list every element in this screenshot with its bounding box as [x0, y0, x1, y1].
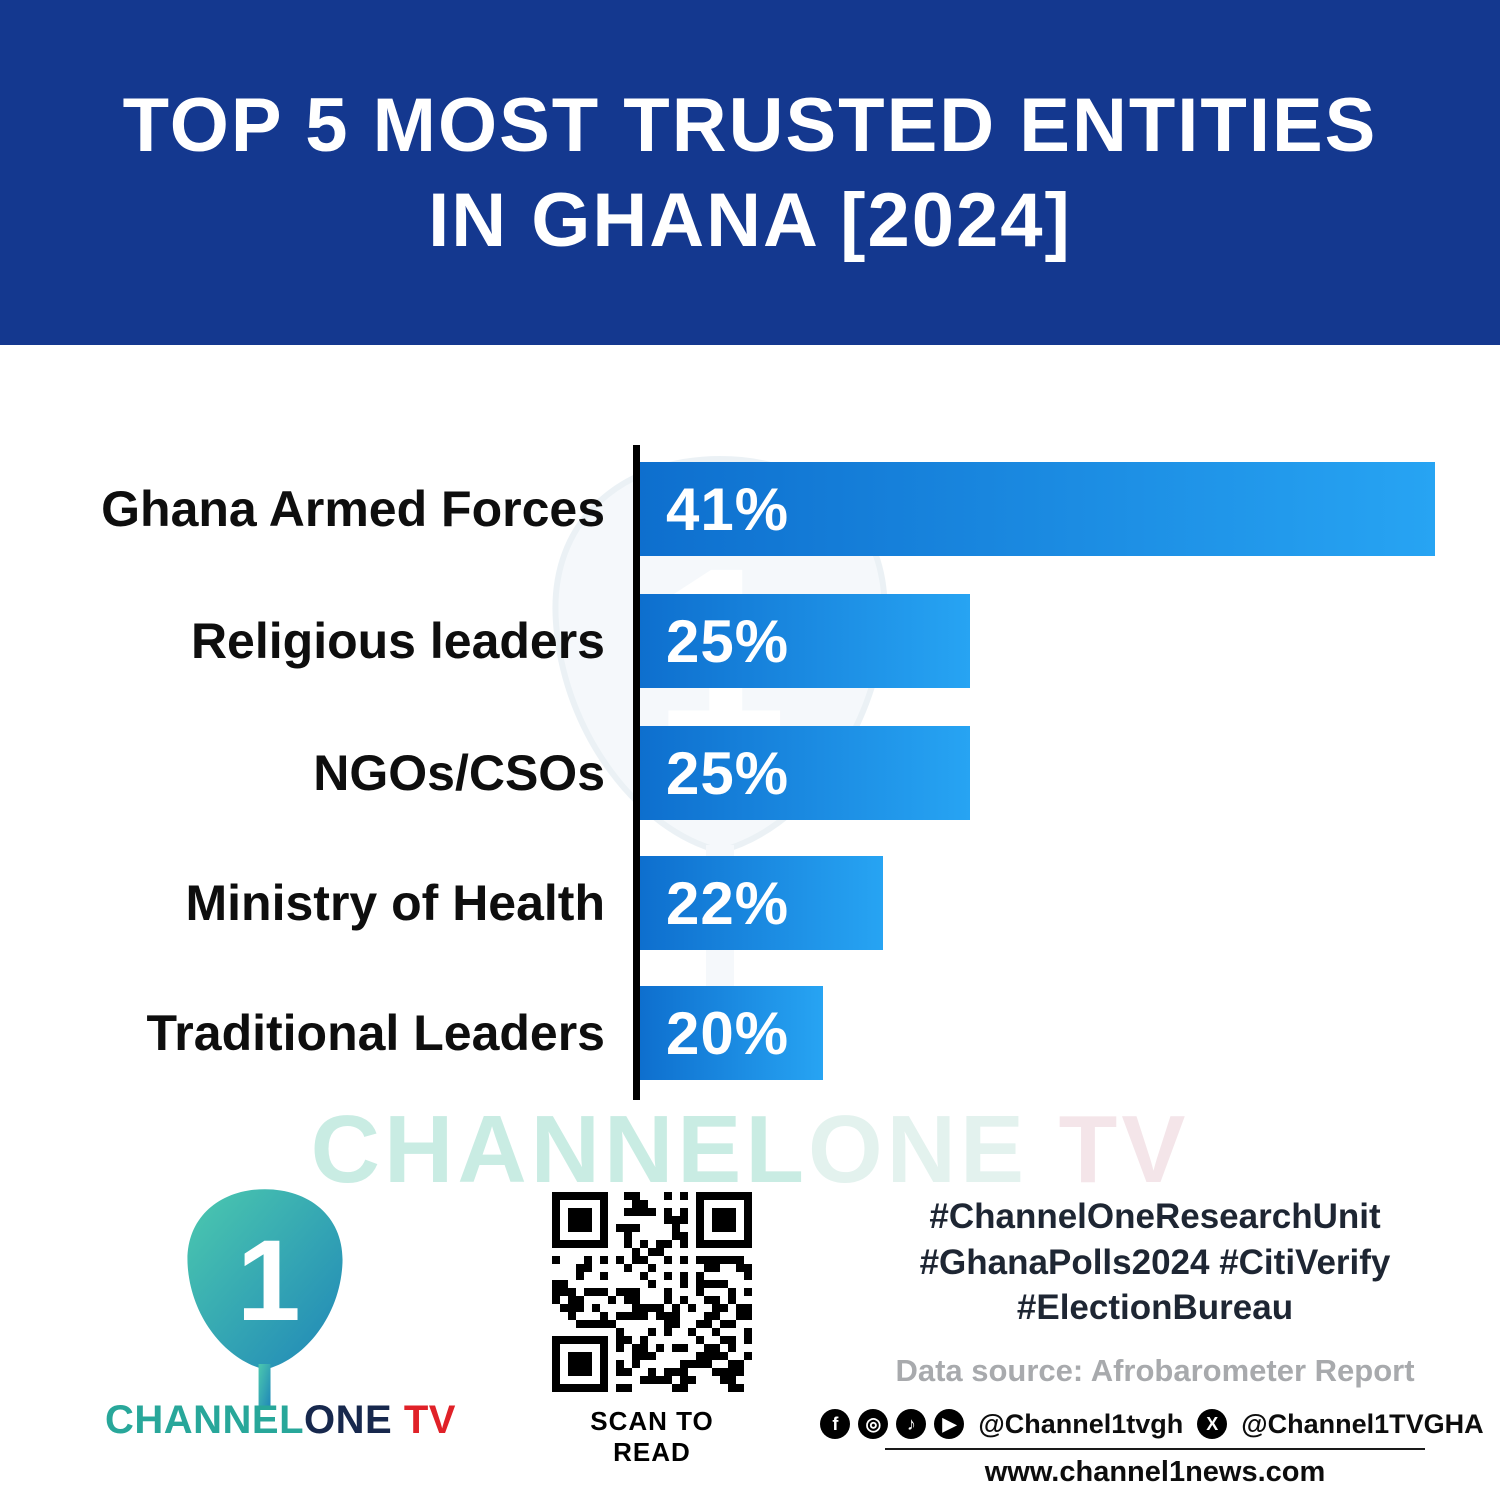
bar-label: Religious leaders [190, 613, 605, 669]
bar-value: 22% [666, 870, 790, 937]
hashtag-line: #ElectionBureau [1016, 1288, 1294, 1327]
channel-one-wordmark: CHANNELONE TV [105, 1398, 455, 1443]
brand-watermark-channel: CHANNEL [310, 1096, 808, 1203]
qr-block: SCAN TO READ [548, 1192, 756, 1468]
footer-right-block: #ChannelOneResearchUnit #GhanaPolls2024 … [820, 1194, 1484, 1489]
page-title-line-1: TOP 5 MOST TRUSTED ENTITIES [122, 82, 1378, 168]
brand-watermark-tv: TV [1028, 1096, 1190, 1203]
bar-value: 25% [666, 740, 790, 807]
bar: 41% [640, 462, 1435, 556]
facebook-icon: f [820, 1409, 851, 1439]
channel-one-logo: 1 [150, 1180, 380, 1410]
instagram-icon: ◎ [858, 1409, 889, 1439]
qr-code [552, 1192, 752, 1392]
bar-row: Ministry of Health 22% [0, 856, 1500, 950]
qr-caption: SCAN TO READ [590, 1406, 714, 1467]
bar-row: Religious leaders 25% [0, 594, 1500, 688]
wordmark-tv: TV [392, 1398, 456, 1442]
wordmark-one: ONE [304, 1398, 393, 1442]
brand-watermark-one: ONE [807, 1096, 1028, 1203]
youtube-icon: ▶ [934, 1409, 965, 1439]
bar-value: 20% [666, 1000, 790, 1067]
bar-row: Ghana Armed Forces 41% [0, 462, 1500, 556]
bar: 22% [640, 856, 883, 950]
wordmark-channel: CHANNEL [105, 1398, 305, 1442]
bar: 25% [640, 726, 970, 820]
brand-watermark: CHANNELONE TV [0, 1095, 1500, 1205]
x-icon: X [1197, 1409, 1228, 1439]
hashtag-line: #GhanaPolls2024 #CitiVerify [919, 1242, 1391, 1282]
bar: 20% [640, 986, 823, 1080]
bar-label: Ministry of Health [185, 875, 605, 931]
social-handle-2: @Channel1TVGHA [1241, 1408, 1484, 1439]
bar-label: NGOs/CSOs [313, 745, 605, 801]
chart-axis-line [633, 445, 640, 1100]
website-url: www.channel1news.com [984, 1455, 1326, 1488]
hashtag-line: #ChannelOneResearchUnit [929, 1197, 1381, 1236]
data-source-label: Data source: Afrobarometer Report [895, 1352, 1415, 1388]
bar-value: 25% [666, 608, 790, 675]
bar-row: NGOs/CSOs 25% [0, 726, 1500, 820]
bar-chart: 1 Ghana Armed Forces 41% Religious leade… [0, 345, 1500, 1135]
social-row: f ◎ ♪ ▶ @Channel1tvgh X @Channel1TVGHA [820, 1408, 1484, 1440]
bar-label: Ghana Armed Forces [101, 481, 605, 537]
bar-value: 41% [666, 476, 790, 543]
channel-one-logo-icon: 1 [187, 1189, 343, 1409]
page-title-line-2: IN GHANA [2024] [428, 177, 1072, 263]
bar-row: Traditional Leaders 20% [0, 986, 1500, 1080]
logo-numeral: 1 [237, 1217, 301, 1345]
footer-divider [885, 1447, 1425, 1450]
bar: 25% [640, 594, 970, 688]
footer: 1 CHANNELONE TV SCAN TO READ #ChannelOne… [0, 1160, 1500, 1500]
social-handle-1: @Channel1tvgh [978, 1408, 1184, 1439]
header-banner: TOP 5 MOST TRUSTED ENTITIES IN GHANA [20… [0, 0, 1500, 345]
bar-label: Traditional Leaders [146, 1005, 605, 1061]
tiktok-icon: ♪ [896, 1409, 927, 1439]
